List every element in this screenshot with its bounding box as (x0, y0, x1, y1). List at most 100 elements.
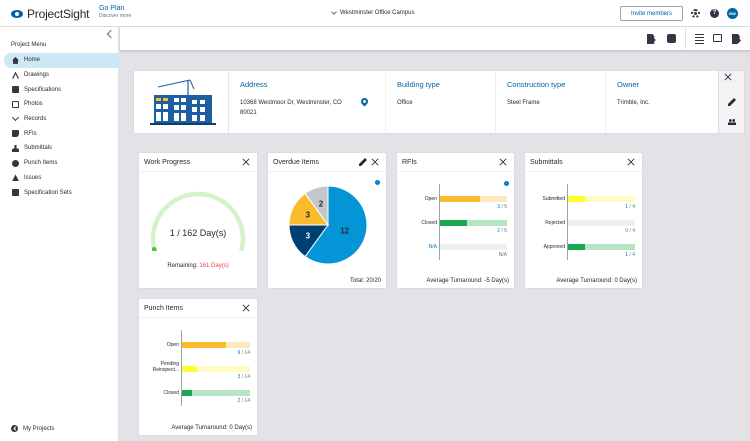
bar-label: Open (424, 196, 437, 202)
bar-count: 0 / 4 (568, 228, 635, 234)
project-menu: Home Drawings Specifications Photos Reco… (4, 53, 119, 200)
pie-slice[interactable] (304, 185, 329, 227)
average-turnaround: Average Turnaround: 0 Day(s) (171, 425, 252, 431)
project-selector[interactable]: Westminster Office Campus (331, 8, 414, 16)
go-plan-title[interactable]: Go Plan (99, 5, 125, 12)
widget-title: Overdue Items (273, 159, 319, 166)
edit-document-icon[interactable] (732, 34, 741, 44)
print-icon[interactable] (667, 34, 676, 43)
bar-track[interactable] (568, 244, 635, 250)
bar-count-value[interactable]: 9 (237, 350, 241, 356)
sidebar-item-photos[interactable]: Photos (4, 97, 119, 112)
construction-type-label: Construction type (507, 80, 566, 89)
building-type-field: Building type Office (386, 71, 496, 133)
bar-track[interactable] (440, 220, 507, 226)
widget-header: Work Progress (139, 153, 257, 172)
widget-title: Submittals (530, 159, 563, 166)
bar-count: 2 / 5 (440, 228, 507, 234)
sidebar-item-specification-sets[interactable]: Specification Sets (4, 185, 119, 200)
sidebar-item-label: Specifications (24, 86, 62, 93)
bar-count-total: / 14 (241, 398, 250, 404)
bar-count-value[interactable]: 3 (497, 204, 501, 210)
bar-track[interactable] (182, 390, 250, 396)
sidebar-item-label: RFIs (24, 130, 37, 137)
punch-items-widget: Punch Items Average Turnaround: 0 Day(s)… (138, 298, 258, 436)
construction-type-field: Construction type Steel Frame (496, 71, 606, 133)
owner-field: Owner Trimble, Inc. (606, 71, 718, 133)
chevron-down-icon (331, 8, 337, 15)
bar-count-value[interactable]: 2 (497, 228, 501, 234)
close-icon[interactable] (499, 158, 507, 166)
help-icon[interactable]: ? (710, 9, 719, 18)
sidebar-item-rfis[interactable]: RFIs (4, 126, 119, 141)
bar-track[interactable] (440, 244, 507, 250)
my-projects-link[interactable]: My Projects (11, 425, 54, 432)
bar-track[interactable] (568, 220, 635, 226)
avatar[interactable]: BW (727, 8, 738, 19)
go-plan-subtitle: Discover more (99, 13, 132, 19)
bar-label: Closed (163, 390, 179, 396)
sidebar: Project Menu Home Drawings Specification… (0, 27, 119, 441)
toolbar (120, 27, 750, 51)
brand-name: ProjectSight (27, 7, 90, 21)
overdue-items-widget: Overdue Items i 12 3 3 2 Total: 20/20 (267, 152, 387, 289)
bar-count-value[interactable]: 1 (625, 252, 629, 258)
bar-count-value[interactable]: 3 (237, 374, 241, 380)
bar-count: N/A (440, 252, 507, 258)
widget-header: Overdue Items (268, 153, 386, 172)
close-icon[interactable] (242, 304, 250, 312)
bar-track[interactable] (568, 196, 635, 202)
remaining-text: Remaining: 161 Day(s) (139, 263, 257, 269)
team-members-icon[interactable] (728, 119, 736, 125)
sidebar-item-label: Punch Items (24, 160, 58, 167)
sidebar-item-label: Home (24, 57, 41, 64)
sidebar-item-specifications[interactable]: Specifications (4, 82, 119, 97)
bar-fill (568, 196, 585, 202)
sidebar-item-punch-items[interactable]: Punch Items (4, 156, 119, 171)
bar-track[interactable] (182, 366, 250, 372)
sidebar-item-label: Specification Sets (24, 189, 72, 196)
bar-count-value[interactable]: 1 (625, 204, 629, 210)
building-illustration (134, 71, 229, 133)
sidebar-item-issues[interactable]: Issues (4, 171, 119, 186)
edit-pencil-icon[interactable] (359, 158, 367, 166)
top-bar: ProjectSight Go Plan Discover more Westm… (0, 0, 750, 27)
export-icon[interactable] (647, 34, 656, 44)
sidebar-item-drawings[interactable]: Drawings (4, 68, 119, 83)
bar-count-total: / 14 (241, 374, 250, 380)
check-circle-icon (12, 159, 19, 167)
info-icon[interactable]: i (504, 181, 509, 186)
collapse-sidebar-icon[interactable] (106, 29, 116, 39)
checklist-icon[interactable] (695, 34, 704, 44)
bar-count-value[interactable]: 2 (237, 398, 241, 404)
invite-members-button[interactable]: Invite members (620, 6, 683, 21)
sidebar-item-label: Submittals (24, 145, 53, 152)
my-projects-label: My Projects (23, 425, 55, 432)
sidebar-item-records[interactable]: Records (4, 112, 119, 127)
bar-track[interactable] (182, 342, 250, 348)
map-pin-icon[interactable] (359, 96, 370, 107)
monitor-chart-icon[interactable] (713, 34, 722, 42)
building-type-label: Building type (397, 80, 440, 89)
close-icon[interactable] (371, 158, 379, 166)
info-icon[interactable]: i (375, 180, 380, 185)
remaining-label: Remaining: (167, 263, 198, 269)
sidebar-item-label: Photos (24, 101, 43, 108)
brand-logo[interactable]: ProjectSight (11, 7, 90, 21)
edit-pencil-icon[interactable] (728, 98, 736, 106)
bar-fill (182, 366, 197, 372)
bar-label[interactable]: N/A (428, 244, 437, 250)
overdue-total: Total: 20/20 (349, 278, 381, 284)
sidebar-item-home[interactable]: Home (4, 53, 119, 68)
bar-track[interactable] (440, 196, 507, 202)
widget-header: Submittals (525, 153, 642, 172)
sidebar-item-submittals[interactable]: Submittals (4, 141, 119, 156)
close-icon[interactable] (627, 158, 635, 166)
close-icon[interactable] (242, 158, 250, 166)
gear-icon[interactable] (691, 9, 700, 18)
bar-axis (567, 184, 568, 260)
go-plan-link[interactable]: Go Plan Discover more (99, 5, 131, 19)
pie-slice[interactable] (304, 185, 368, 265)
bar-count-total: N/A (498, 252, 507, 258)
